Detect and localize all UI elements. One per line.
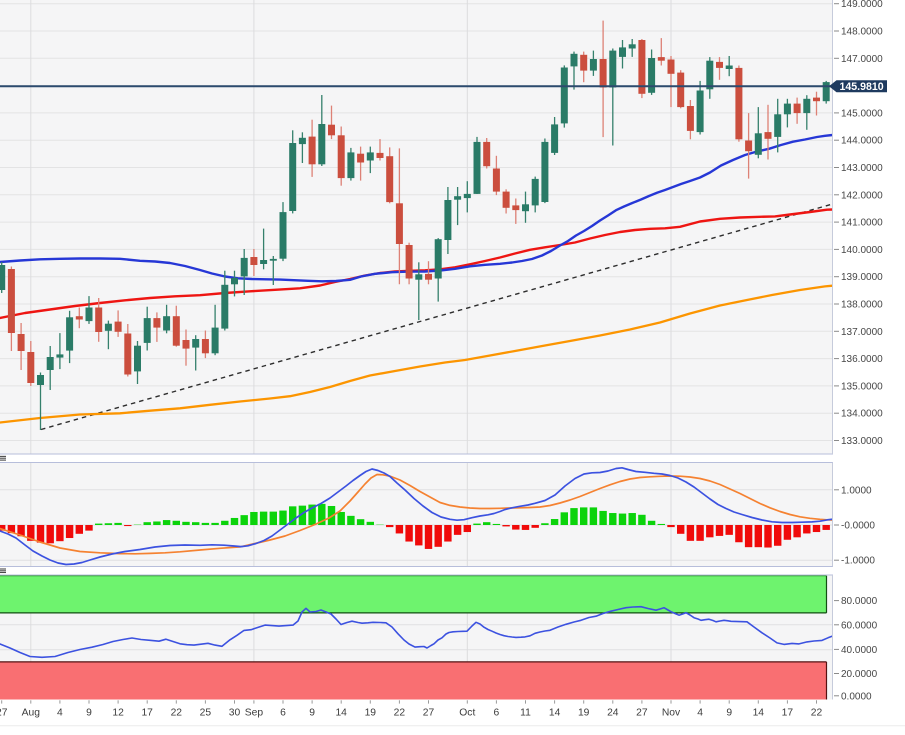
svg-text:140.0000: 140.0000: [841, 245, 883, 256]
svg-text:9: 9: [309, 708, 315, 719]
svg-text:9: 9: [726, 708, 732, 719]
svg-text:135.0000: 135.0000: [841, 381, 883, 392]
svg-text:4: 4: [697, 708, 703, 719]
svg-text:17: 17: [782, 708, 794, 719]
svg-text:6: 6: [280, 708, 286, 719]
svg-text:27: 27: [636, 708, 648, 719]
svg-text:0.0000: 0.0000: [841, 691, 872, 702]
svg-text:Aug: Aug: [22, 708, 41, 719]
svg-text:138.0000: 138.0000: [841, 300, 883, 311]
svg-text:14: 14: [753, 708, 765, 719]
svg-text:137.0000: 137.0000: [841, 327, 883, 338]
svg-text:4: 4: [57, 708, 63, 719]
svg-text:141.0000: 141.0000: [841, 218, 883, 229]
svg-text:149.0000: 149.0000: [841, 0, 883, 10]
svg-text:22: 22: [171, 708, 183, 719]
svg-text:14: 14: [549, 708, 561, 719]
svg-text:136.0000: 136.0000: [841, 354, 883, 365]
svg-text:22: 22: [811, 708, 823, 719]
svg-text:27: 27: [0, 708, 8, 719]
svg-text:142.0000: 142.0000: [841, 190, 883, 201]
svg-text:19: 19: [578, 708, 590, 719]
svg-text:133.0000: 133.0000: [841, 436, 883, 447]
svg-text:17: 17: [141, 708, 153, 719]
svg-text:Oct: Oct: [459, 708, 475, 719]
svg-text:145.0000: 145.0000: [841, 108, 883, 119]
svg-text:144.0000: 144.0000: [841, 136, 883, 147]
svg-text:22: 22: [394, 708, 406, 719]
svg-text:9: 9: [86, 708, 92, 719]
svg-text:24: 24: [607, 708, 619, 719]
svg-text:14: 14: [335, 708, 347, 719]
svg-text:Sep: Sep: [245, 708, 264, 719]
svg-text:40.0000: 40.0000: [841, 645, 878, 656]
svg-text:80.0000: 80.0000: [841, 596, 878, 607]
svg-text:27: 27: [423, 708, 435, 719]
svg-text:139.0000: 139.0000: [841, 272, 883, 283]
svg-text:134.0000: 134.0000: [841, 409, 883, 420]
svg-text:6: 6: [494, 708, 500, 719]
svg-text:60.0000: 60.0000: [841, 620, 878, 631]
svg-text:25: 25: [200, 708, 212, 719]
svg-text:147.0000: 147.0000: [841, 54, 883, 65]
svg-text:30: 30: [229, 708, 241, 719]
svg-text:11: 11: [520, 708, 531, 719]
svg-text:143.0000: 143.0000: [841, 163, 883, 174]
svg-text:12: 12: [112, 708, 124, 719]
svg-text:1.0000: 1.0000: [841, 485, 872, 496]
svg-text:-0.0000: -0.0000: [841, 521, 875, 532]
svg-text:Nov: Nov: [662, 708, 681, 719]
svg-text:-1.0000: -1.0000: [841, 556, 875, 567]
svg-text:145.9810: 145.9810: [840, 81, 884, 93]
svg-text:20.0000: 20.0000: [841, 669, 878, 680]
svg-text:19: 19: [365, 708, 377, 719]
svg-text:148.0000: 148.0000: [841, 27, 883, 38]
